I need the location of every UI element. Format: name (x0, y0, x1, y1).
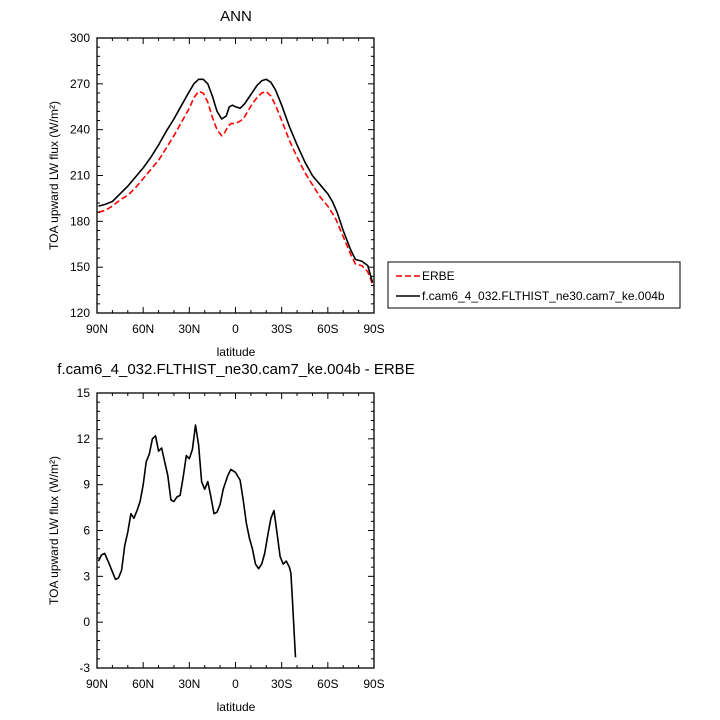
bottom-x-tick-label: 30N (178, 677, 200, 691)
top-y-tick-label: 120 (70, 306, 90, 320)
top-panel: ANN 90N 60N 30N 0 30S 60S 90S 120 150 180 210 240 2… (47, 8, 681, 359)
top-x-tick-label: 60N (132, 322, 154, 336)
top-x-tick-label: 60S (317, 322, 338, 336)
bottom-y-tick-label: 12 (77, 432, 91, 446)
legend-label-erbe: ERBE (422, 269, 455, 283)
legend-box (387, 261, 681, 309)
bottom-y-tick-label: 6 (83, 524, 90, 538)
bottom-panel: f.cam6_4_032.FLTHIST_ne30.cam7_ke.004b -… (47, 361, 415, 714)
bottom-y-tick-label: 0 (83, 615, 90, 629)
top-y-tick-label: 150 (70, 260, 90, 274)
top-x-tick-label: 90S (363, 322, 384, 336)
top-y-tick-label: 240 (70, 123, 90, 137)
top-x-tick-label: 30S (271, 322, 292, 336)
bottom-x-axis-label: latitude (217, 700, 256, 714)
top-x-tick-label: 90N (86, 322, 108, 336)
legend: ERBE f.cam6_4_032.FLTHIST_ne30.cam7_ke.0… (387, 261, 681, 309)
bottom-plot-frame (96, 392, 375, 669)
top-series-line-erbe (98, 90, 374, 285)
bottom-y-tick-label: 3 (83, 569, 90, 583)
bottom-y-tick-label: 9 (83, 478, 90, 492)
top-x-tick-label: 0 (232, 322, 239, 336)
top-y-axis-label: TOA upward LW flux (W/m²) (47, 101, 61, 250)
bottom-x-tick-label: 90S (363, 677, 384, 691)
bottom-series-line-difference (97, 424, 297, 658)
top-x-tick-label: 30N (178, 322, 200, 336)
top-y-tick-label: 210 (70, 169, 90, 183)
top-x-axis-label: latitude (217, 345, 256, 359)
top-y-tick-label: 300 (70, 31, 90, 45)
top-chart-title: ANN (220, 8, 252, 25)
bottom-x-tick-label: 30S (271, 677, 292, 691)
bottom-x-tick-label: 60S (317, 677, 338, 691)
top-plot-area: 90N 60N 30N 0 30S 60S 90S 120 150 180 210 240 270 30… (70, 31, 385, 336)
bottom-y-axis-label: TOA upward LW flux (W/m²) (47, 456, 61, 605)
legend-label-model: f.cam6_4_032.FLTHIST_ne30.cam7_ke.004b (422, 289, 665, 303)
top-series-line-model (98, 78, 374, 283)
top-plot-frame (96, 37, 375, 314)
top-y-tick-label: 270 (70, 77, 90, 91)
bottom-x-tick-label: 0 (232, 677, 239, 691)
bottom-x-tick-label: 60N (132, 677, 154, 691)
bottom-y-tick-label: 15 (77, 386, 91, 400)
bottom-x-tick-label: 90N (86, 677, 108, 691)
bottom-y-tick-label: -3 (79, 661, 90, 675)
bottom-plot-area: 90N 60N 30N 0 30S 60S 90S -3 0 3 6 9 12 15 (77, 386, 385, 691)
bottom-chart-title: f.cam6_4_032.FLTHIST_ne30.cam7_ke.004b -… (57, 361, 414, 378)
top-y-tick-label: 180 (70, 214, 90, 228)
